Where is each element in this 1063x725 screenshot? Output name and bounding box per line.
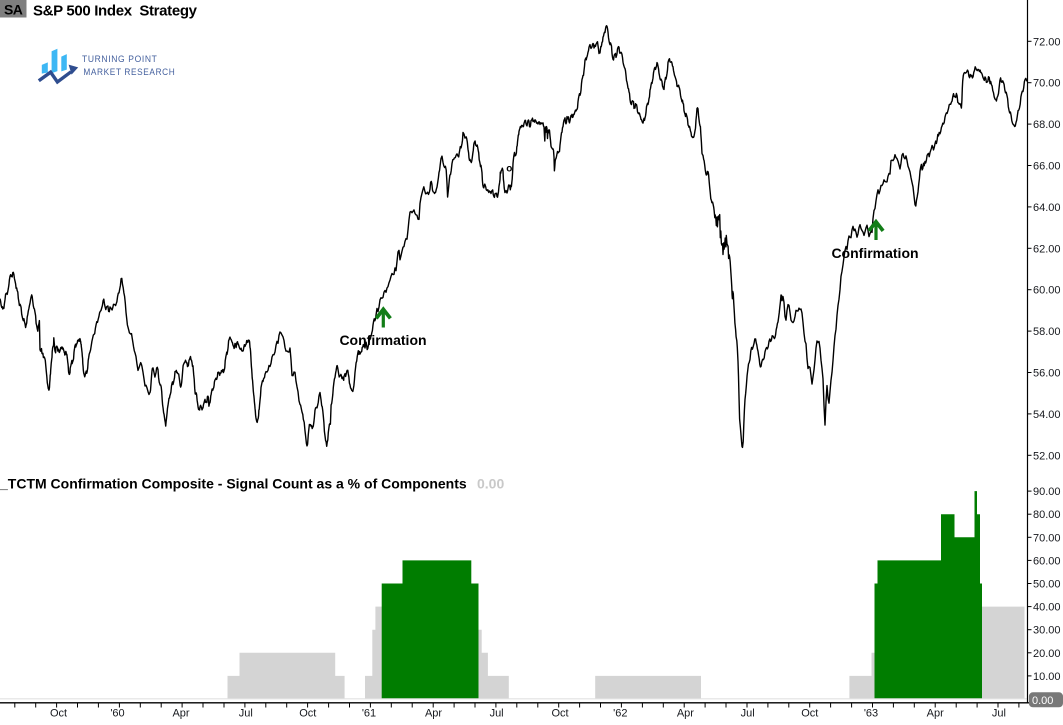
svg-text:Apr: Apr [927,708,944,720]
svg-text:Jul: Jul [741,708,755,720]
svg-text:30.00: 30.00 [1033,625,1061,637]
svg-text:Jul: Jul [490,708,504,720]
svg-text:Oct: Oct [801,708,818,720]
svg-text:56.00: 56.00 [1033,368,1061,380]
svg-text:66.00: 66.00 [1033,161,1061,173]
svg-text:'60: '60 [110,708,124,720]
svg-text:Apr: Apr [172,708,189,720]
svg-text:70.00: 70.00 [1033,532,1061,544]
svg-text:80.00: 80.00 [1033,509,1061,521]
svg-text:Jul: Jul [239,708,253,720]
svg-text:Oct: Oct [50,708,67,720]
svg-text:40.00: 40.00 [1033,602,1061,614]
svg-text:50.00: 50.00 [1033,579,1061,591]
svg-text:72.00: 72.00 [1033,36,1061,48]
svg-text:54.00: 54.00 [1033,409,1061,421]
svg-text:52.00: 52.00 [1033,450,1061,462]
svg-text:_TCTM Confirmation Composite -: _TCTM Confirmation Composite - Signal Co… [0,476,467,492]
svg-text:68.00: 68.00 [1033,119,1061,131]
svg-text:0.00: 0.00 [477,476,504,492]
svg-text:TURNING POINT: TURNING POINT [82,54,158,64]
svg-text:Oct: Oct [299,708,316,720]
svg-text:10.00: 10.00 [1033,671,1061,683]
svg-text:Confirmation: Confirmation [339,332,426,348]
svg-text:'62: '62 [613,708,627,720]
svg-text:58.00: 58.00 [1033,326,1061,338]
svg-text:o: o [506,164,512,175]
svg-text:'61: '61 [362,708,376,720]
svg-text:70.00: 70.00 [1033,78,1061,90]
svg-text:MARKET RESEARCH: MARKET RESEARCH [83,67,175,77]
svg-text:20.00: 20.00 [1033,648,1061,660]
svg-text:Apr: Apr [677,708,694,720]
svg-text:Confirmation: Confirmation [831,245,918,261]
svg-text:90.00: 90.00 [1033,486,1061,498]
svg-text:'63: '63 [864,708,878,720]
svg-text:SA: SA [4,2,23,18]
svg-text:60.00: 60.00 [1033,555,1061,567]
svg-text:Apr: Apr [425,708,442,720]
svg-text:64.00: 64.00 [1033,202,1061,214]
svg-text:S&P 500 Index Strategy: S&P 500 Index Strategy [33,3,198,20]
svg-text:Jul: Jul [992,708,1006,720]
svg-text:0.00: 0.00 [1032,695,1053,707]
svg-text:62.00: 62.00 [1033,243,1061,255]
svg-text:Oct: Oct [551,708,568,720]
svg-text:60.00: 60.00 [1033,285,1061,297]
